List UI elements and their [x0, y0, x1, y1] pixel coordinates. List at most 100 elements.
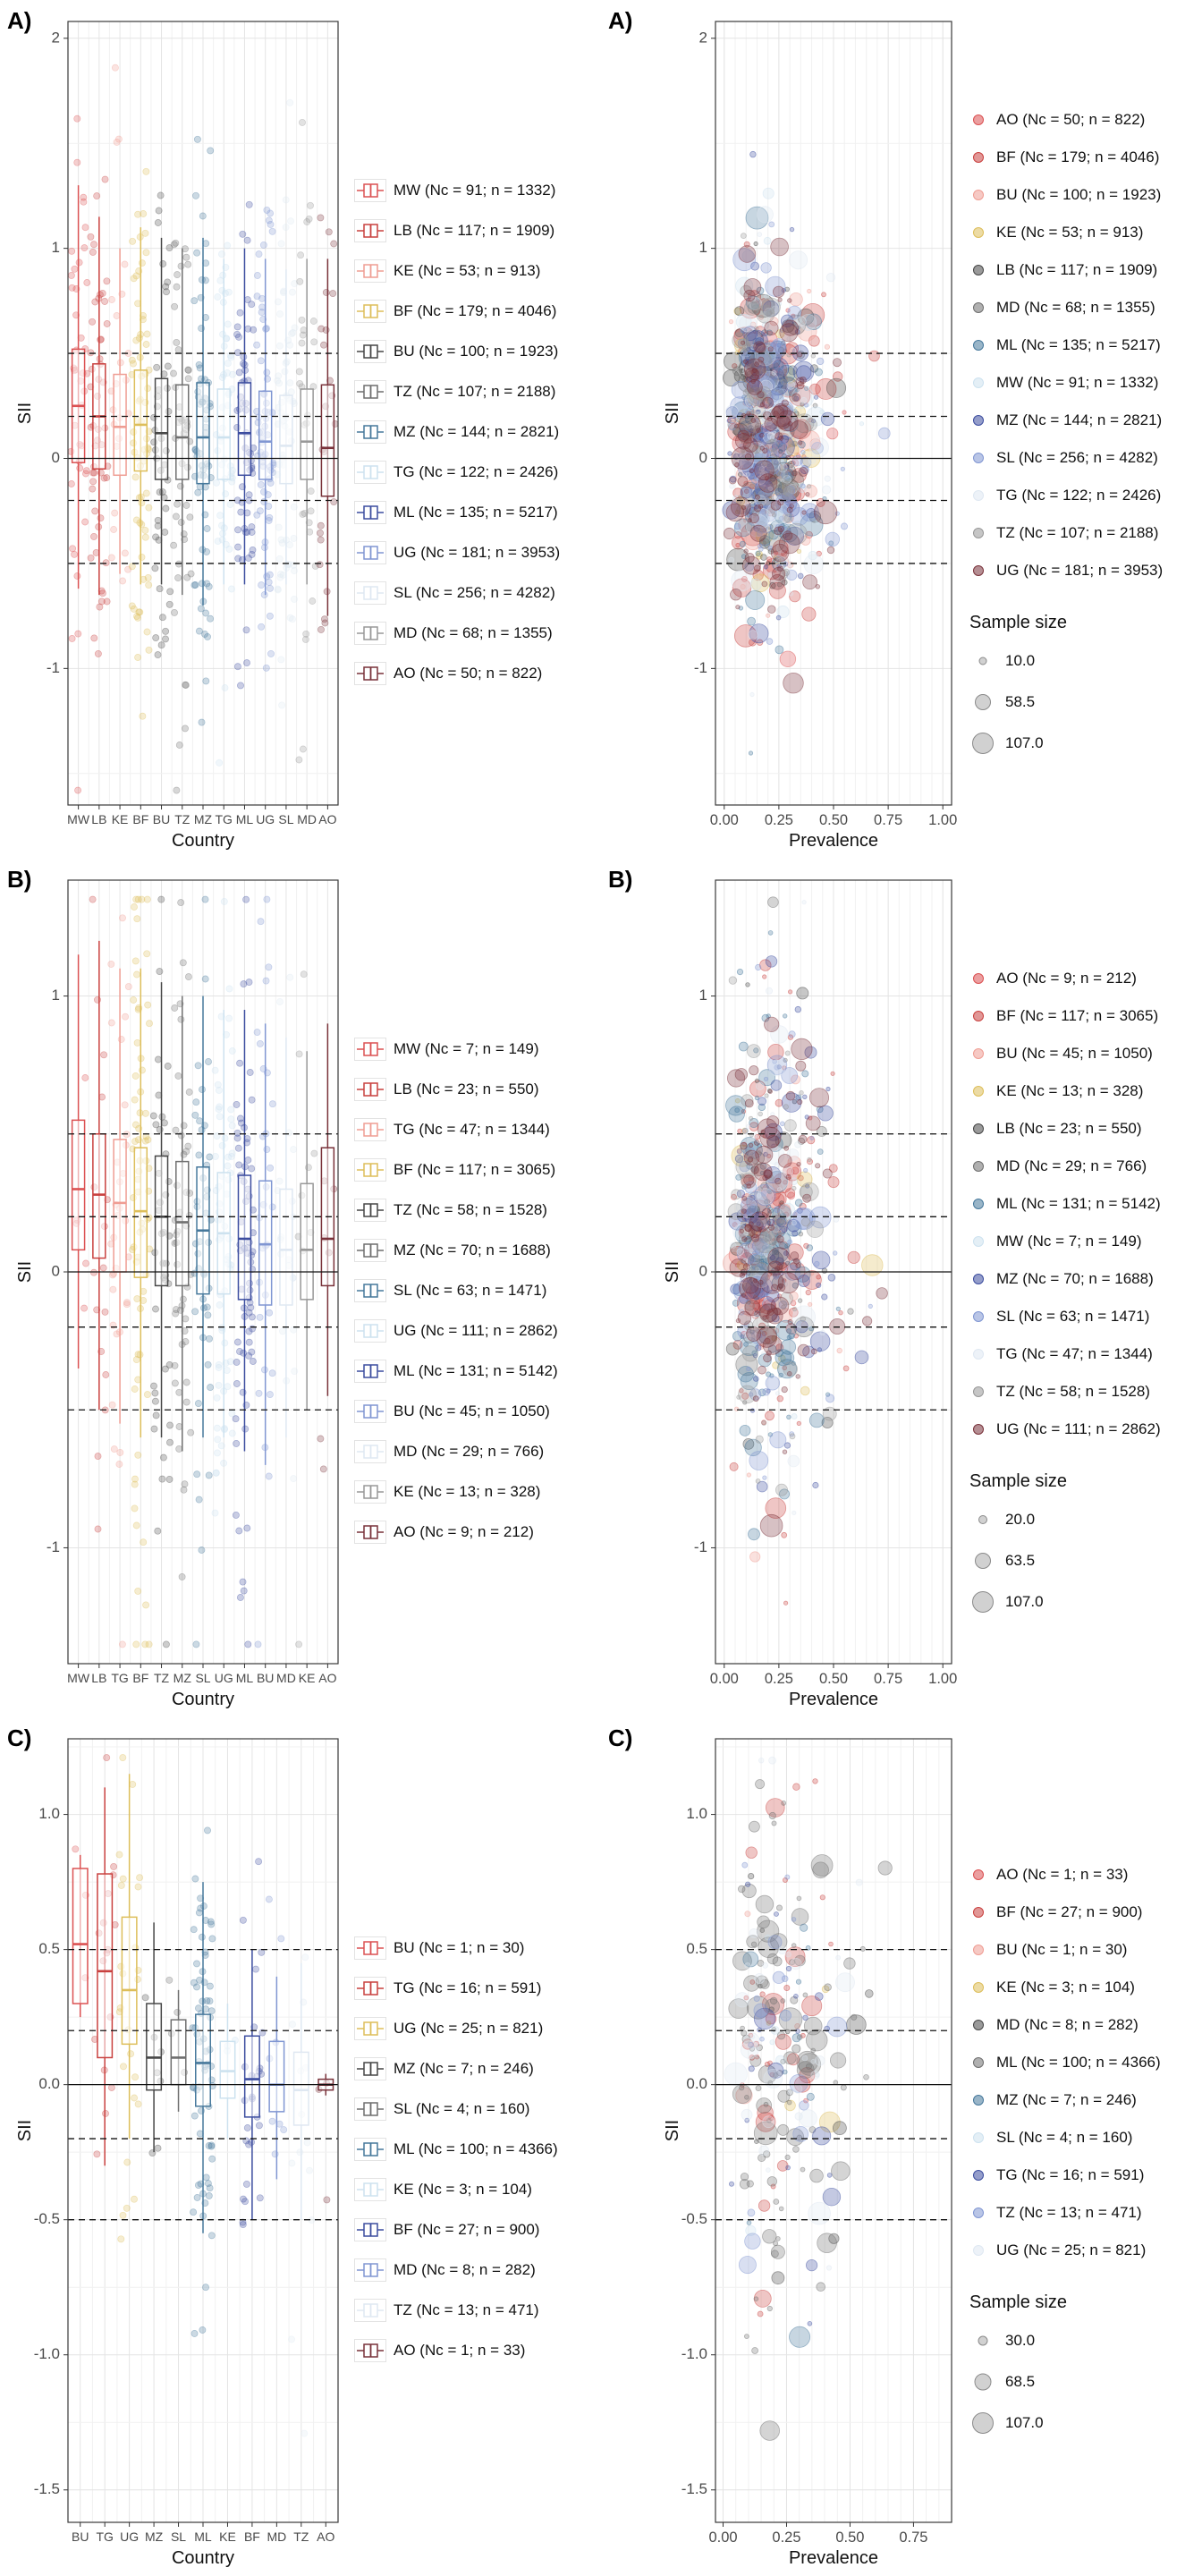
panel-A-boxplot-group: A) 2 1 0 -1 MW LB KE BF BU TZ MZ TG ML UG SL MD AO Countr…: [0, 0, 601, 859]
legend-item: KE (Nc = 13; n = 328): [354, 1472, 601, 1513]
svg-text:LB: LB: [91, 1671, 106, 1685]
svg-text:Prevalence: Prevalence: [789, 1690, 878, 1709]
size-legend-title: Sample size: [969, 612, 1067, 632]
legend-label: UG (Nc = 111; n = 2862): [996, 1419, 1161, 1437]
legend-label: TZ (Nc = 58; n = 1528): [996, 1382, 1150, 1400]
svg-text:0.50: 0.50: [819, 812, 848, 828]
svg-text:MD: MD: [297, 812, 317, 826]
svg-text:SL: SL: [195, 1671, 210, 1685]
svg-text:SII: SII: [664, 402, 682, 424]
boxplot-key-icon: [354, 2017, 386, 2040]
legend-item: KE (Nc = 53; n = 913): [354, 251, 601, 292]
svg-text:-0.5: -0.5: [34, 2210, 60, 2227]
dot-icon: [973, 1906, 984, 1918]
dot-icon: [973, 1085, 984, 1097]
size-legend-item: 30.0: [968, 2320, 1202, 2361]
legend-label: TZ (Nc = 13; n = 471): [394, 2301, 539, 2318]
svg-text:0.00: 0.00: [710, 1671, 739, 1687]
scatter-legend-C: AO (Nc = 1; n = 33) BF (Nc = 27; n = 900)…: [959, 1856, 1202, 2444]
legend-item: TG (Nc = 122; n = 2426): [354, 453, 601, 493]
svg-text:KE: KE: [112, 812, 129, 826]
legend-label: ML (Nc = 131; n = 5142): [996, 1194, 1161, 1212]
legend-label: ML (Nc = 131; n = 5142): [394, 1362, 558, 1379]
legend-item: ML (Nc = 131; n = 5142): [354, 1352, 601, 1392]
size-legend-item: 63.5: [968, 1540, 1202, 1581]
svg-text:ML: ML: [236, 1671, 254, 1685]
dot-icon: [973, 1385, 984, 1397]
svg-text:0.00: 0.00: [710, 812, 739, 828]
svg-text:-1.5: -1.5: [681, 2480, 707, 2497]
svg-text:TZ: TZ: [154, 1671, 170, 1685]
legend-label: AO (Nc = 50; n = 822): [394, 665, 543, 682]
legend-label: BU (Nc = 100; n = 1923): [996, 185, 1162, 203]
legend-item: TZ (Nc = 58; n = 1528): [354, 1191, 601, 1231]
legend-item: UG (Nc = 111; n = 2862): [968, 1411, 1202, 1448]
boxplot-panel-A: 2 1 0 -1 MW LB KE BF BU TZ MZ TG ML UG SL MD AO Country SI…: [16, 21, 339, 851]
dot-icon: [973, 189, 984, 200]
svg-text:MZ: MZ: [174, 1671, 192, 1685]
boxplot-legend-C: BU (Nc = 1; n = 30) TG (Nc = 16; n = 591)…: [345, 1928, 601, 2371]
legend-label: UG (Nc = 111; n = 2862): [394, 1322, 558, 1339]
dot-icon: [973, 2131, 984, 2143]
size-legend-item: 107.0: [968, 723, 1202, 764]
legend-label: KE (Nc = 53; n = 913): [996, 223, 1144, 241]
panel-B-scatter-group: B) 1 0 -1 0.00 0.25 0.50 0.75 1.00 Prevalence SII…: [601, 859, 1202, 1717]
svg-text:1.00: 1.00: [928, 812, 957, 828]
svg-text:Country: Country: [172, 1690, 234, 1709]
legend-label: LB (Nc = 117; n = 1909): [394, 222, 555, 239]
legend-item: SL (Nc = 63; n = 1471): [968, 1298, 1202, 1335]
legend-label: AO (Nc = 9; n = 212): [394, 1523, 534, 1540]
dot-icon: [973, 226, 984, 238]
svg-text:AO: AO: [318, 1671, 336, 1685]
svg-text:MW: MW: [67, 812, 90, 826]
svg-text:0.75: 0.75: [899, 2529, 927, 2546]
legend-label: BF (Nc = 27; n = 900): [996, 1902, 1143, 1920]
svg-text:UG: UG: [256, 812, 275, 826]
svg-text:1: 1: [699, 239, 707, 256]
legend-label: BU (Nc = 1; n = 30): [394, 1939, 525, 1956]
legend-item: BU (Nc = 45; n = 1050): [354, 1392, 601, 1432]
row-A: A) 2 1 0 -1 MW LB KE BF BU TZ MZ TG ML UG SL MD AO Countr…: [0, 0, 1202, 859]
boxplot-key-icon: [354, 259, 386, 283]
boxplot-key-icon: [354, 2057, 386, 2080]
svg-text:MW: MW: [67, 1671, 90, 1685]
dot-icon: [973, 2244, 984, 2256]
legend-item: MW (Nc = 91; n = 1332): [354, 171, 601, 211]
dot-icon: [973, 1310, 984, 1322]
legend-item: UG (Nc = 25; n = 821): [354, 2009, 601, 2049]
legend-item: BU (Nc = 45; n = 1050): [968, 1035, 1202, 1072]
legend-item: ML (Nc = 100; n = 4366): [968, 2044, 1202, 2081]
legend-item: MD (Nc = 8; n = 282): [968, 2006, 1202, 2044]
legend-item: SL (Nc = 4; n = 160): [354, 2089, 601, 2130]
panel-label-C-right: C): [608, 1724, 633, 1751]
legend-item: LB (Nc = 23; n = 550): [968, 1110, 1202, 1148]
dot-icon: [973, 452, 984, 463]
svg-text:0.50: 0.50: [819, 1671, 848, 1687]
legend-item: LB (Nc = 117; n = 1909): [354, 211, 601, 251]
dot-icon: [973, 1348, 984, 1360]
dot-icon: [973, 1981, 984, 1993]
legend-item: BF (Nc = 27; n = 900): [354, 2210, 601, 2250]
svg-text:LB: LB: [91, 812, 106, 826]
dot-icon: [973, 1047, 984, 1059]
size-circle-icon: [972, 732, 994, 754]
legend-label: TG (Nc = 47; n = 1344): [996, 1344, 1153, 1362]
size-legend-label: 63.5: [1005, 1551, 1036, 1569]
dot-icon: [973, 1235, 984, 1247]
legend-item: UG (Nc = 25; n = 821): [968, 2232, 1202, 2269]
legend-label: KE (Nc = 13; n = 328): [394, 1483, 541, 1500]
boxplot-legend-A: MW (Nc = 91; n = 1332) LB (Nc = 117; n = …: [345, 171, 601, 694]
svg-text:2: 2: [699, 29, 707, 46]
legend-label: MW (Nc = 7; n = 149): [394, 1040, 539, 1057]
legend-item: BF (Nc = 117; n = 3065): [354, 1150, 601, 1191]
legend-label: BU (Nc = 45; n = 1050): [394, 1402, 550, 1419]
legend-item: BU (Nc = 100; n = 1923): [354, 332, 601, 372]
dot-icon: [973, 972, 984, 984]
legend-label: MW (Nc = 7; n = 149): [996, 1232, 1142, 1250]
dot-icon: [973, 1868, 984, 1880]
boxplot-key-icon: [354, 179, 386, 202]
size-legend-item: 10.0: [968, 640, 1202, 682]
legend-label: KE (Nc = 3; n = 104): [394, 2181, 532, 2198]
svg-text:ML: ML: [194, 2529, 212, 2544]
legend-label: TG (Nc = 16; n = 591): [394, 1979, 542, 1996]
